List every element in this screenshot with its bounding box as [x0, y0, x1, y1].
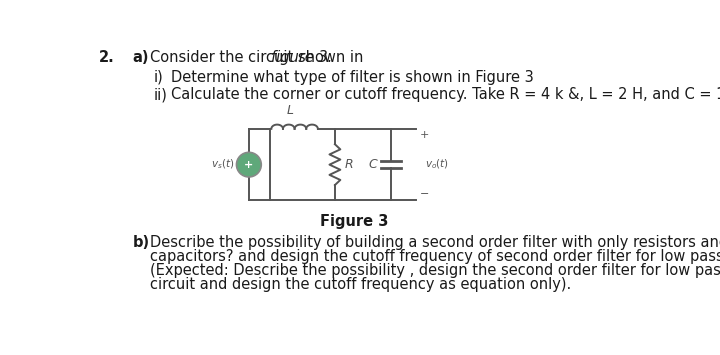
Text: $v_o(t)$: $v_o(t)$ — [425, 158, 449, 171]
Text: +: + — [244, 160, 253, 170]
Text: $v_s(t)$: $v_s(t)$ — [211, 157, 234, 171]
Text: L: L — [287, 104, 294, 116]
Text: b): b) — [132, 235, 150, 250]
Text: +: + — [419, 130, 428, 140]
Text: Describe the possibility of building a second order filter with only resistors a: Describe the possibility of building a s… — [150, 235, 720, 250]
Text: a): a) — [132, 50, 149, 65]
Text: C: C — [369, 158, 377, 171]
Text: figure 3.: figure 3. — [271, 50, 332, 65]
Text: 2.: 2. — [99, 50, 115, 65]
Text: capacitors? and design the cutoff frequency of second order filter for low pass : capacitors? and design the cutoff freque… — [150, 249, 720, 264]
Text: i): i) — [153, 70, 163, 84]
Text: (Expected: Describe the possibility , design the second order filter for low pas: (Expected: Describe the possibility , de… — [150, 263, 720, 278]
Circle shape — [236, 152, 261, 177]
Text: Determine what type of filter is shown in Figure 3: Determine what type of filter is shown i… — [171, 70, 534, 84]
Text: Consider the circuit shown in: Consider the circuit shown in — [150, 50, 369, 65]
Text: R: R — [344, 158, 353, 171]
Text: Calculate the corner or cutoff frequency. Take R = 4 k &, L = 2 H, and C = 1 μF.: Calculate the corner or cutoff frequency… — [171, 87, 720, 102]
Text: ii): ii) — [153, 87, 168, 102]
Text: −: − — [419, 189, 428, 198]
Text: circuit and design the cutoff frequency as equation only).: circuit and design the cutoff frequency … — [150, 277, 572, 292]
Text: Figure 3: Figure 3 — [320, 214, 389, 229]
